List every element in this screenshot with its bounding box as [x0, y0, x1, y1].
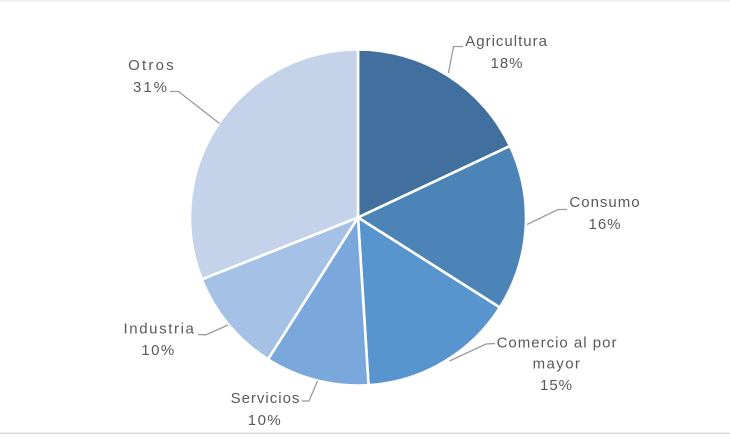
svg-text:Servicios: Servicios	[231, 390, 301, 407]
svg-text:15%: 15%	[540, 377, 573, 394]
svg-text:Agricultura: Agricultura	[465, 33, 548, 50]
svg-text:mayor: mayor	[533, 356, 582, 373]
svg-text:18%: 18%	[490, 55, 523, 72]
svg-text:Industria: Industria	[124, 321, 196, 338]
svg-text:31%: 31%	[133, 79, 169, 96]
svg-text:Otros: Otros	[128, 57, 176, 74]
svg-text:Consumo: Consumo	[569, 194, 640, 211]
svg-text:16%: 16%	[588, 216, 621, 233]
svg-text:Comercio al por: Comercio al por	[497, 335, 618, 352]
svg-text:10%: 10%	[141, 342, 176, 359]
svg-text:10%: 10%	[248, 412, 283, 429]
